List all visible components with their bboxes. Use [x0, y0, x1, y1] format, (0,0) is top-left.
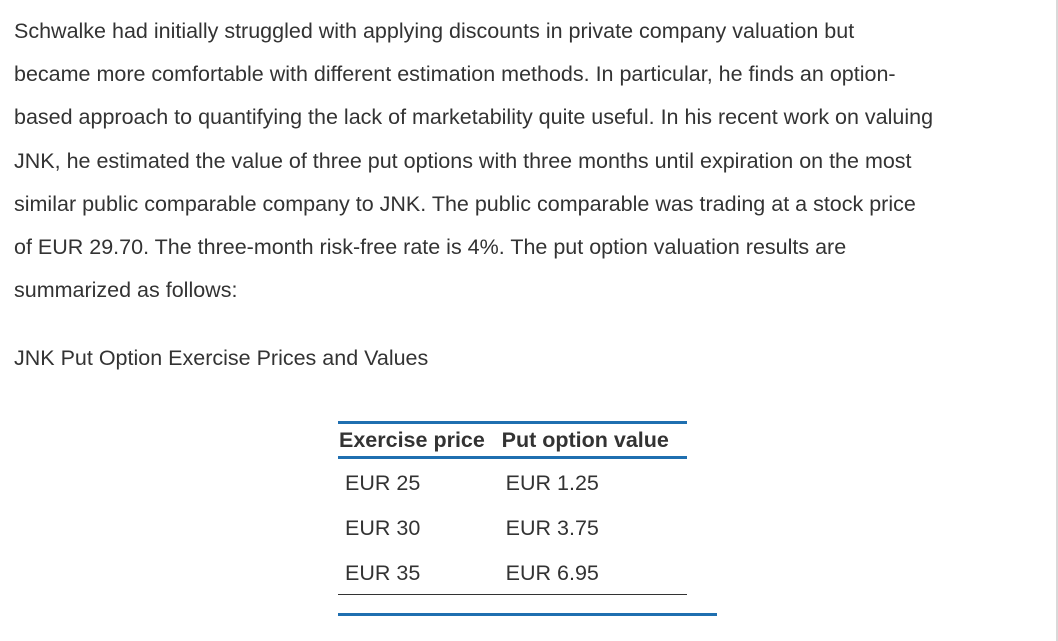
paragraph-line: became more comfortable with different e… [14, 62, 896, 87]
paragraph-line: summarized as follows: [14, 278, 238, 303]
paragraph-line: JNK, he estimated the value of three put… [14, 148, 912, 173]
put-option-table: Exercise price Put option value EUR 25 E… [338, 421, 687, 595]
cell-put-option-value: EUR 6.95 [500, 549, 687, 595]
table-row: EUR 30 EUR 3.75 [338, 504, 687, 549]
cell-put-option-value: EUR 1.25 [505, 470, 599, 495]
content-area: Schwalke had initially struggled with ap… [14, 10, 1044, 370]
header-put-option-value: Put option value [500, 421, 687, 459]
page-right-border [1056, 0, 1058, 641]
table-bottom-rule [338, 613, 717, 616]
cell-exercise-price: EUR 25 [345, 470, 421, 495]
table-row: EUR 25 EUR 1.25 [338, 458, 687, 505]
header-exercise-price: Exercise price [338, 421, 501, 459]
paragraph-line: of EUR 29.70. The three-month risk-free … [14, 235, 847, 260]
cell-exercise-price: EUR 30 [345, 515, 421, 540]
cell-exercise-price: EUR 35 [338, 549, 501, 595]
table-caption: JNK Put Option Exercise Prices and Value… [14, 346, 429, 370]
cell-put-option-value: EUR 3.75 [505, 515, 599, 540]
table-header-row: Exercise price Put option value [338, 421, 687, 459]
table-row: EUR 35 EUR 6.95 [338, 549, 687, 595]
put-option-table-wrapper: Exercise price Put option value EUR 25 E… [338, 421, 717, 616]
paragraph-line: Schwalke had initially struggled with ap… [14, 19, 855, 43]
case-paragraph: Schwalke had initially struggled with ap… [14, 10, 1044, 312]
paragraph-line: similar public comparable company to JNK… [14, 191, 916, 216]
paragraph-line: based approach to quantifying the lack o… [14, 105, 934, 130]
